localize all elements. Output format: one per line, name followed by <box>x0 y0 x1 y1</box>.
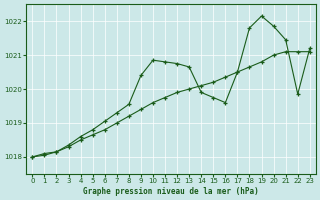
X-axis label: Graphe pression niveau de la mer (hPa): Graphe pression niveau de la mer (hPa) <box>83 187 259 196</box>
